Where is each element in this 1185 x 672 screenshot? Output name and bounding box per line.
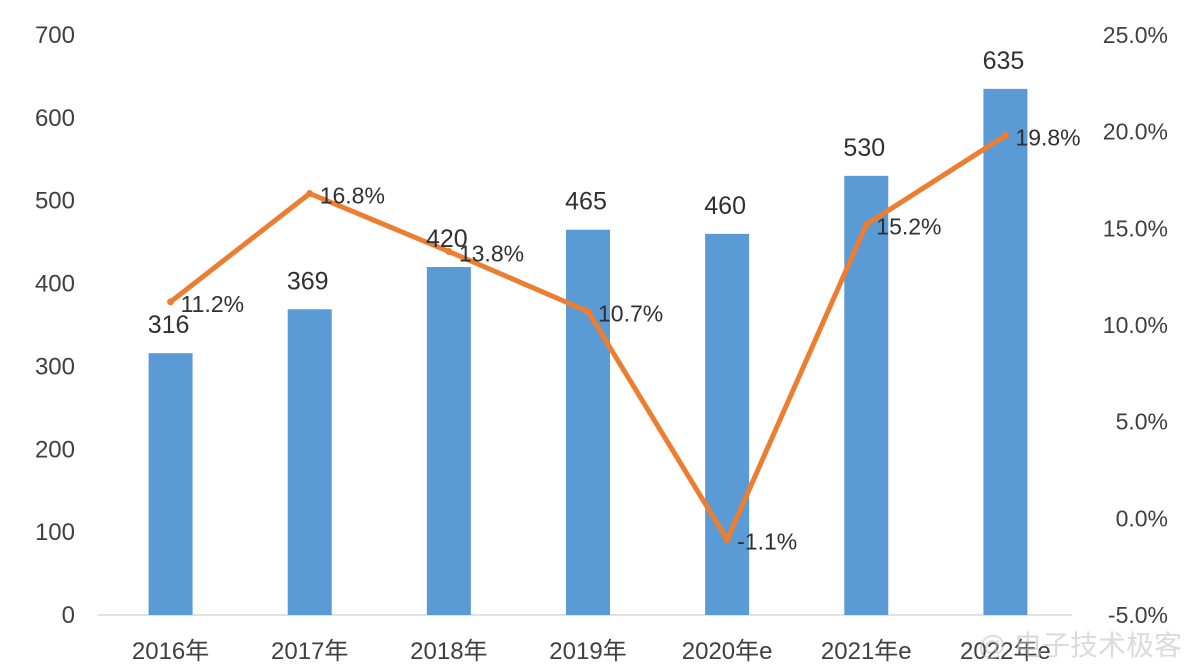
right-tick-label: 15.0% bbox=[1103, 215, 1168, 241]
bar bbox=[983, 88, 1028, 616]
bar-value-label: 465 bbox=[565, 188, 607, 216]
category-label: 2021年e bbox=[821, 638, 912, 665]
category-label: 2017年 bbox=[271, 638, 348, 665]
category-labels: 2016年 2017年 2018年 2019年 2020年e 2021年e 2022年e bbox=[132, 638, 1051, 665]
bar-value-label: 635 bbox=[983, 47, 1025, 75]
left-tick-label: 100 bbox=[35, 519, 75, 546]
bar bbox=[148, 353, 193, 615]
line-value-label: 15.2% bbox=[876, 213, 941, 239]
line-value-label: 10.7% bbox=[598, 300, 663, 326]
right-tick-label: 20.0% bbox=[1103, 119, 1168, 145]
bar bbox=[705, 233, 750, 615]
line-data-labels: 11.2% 16.8% 13.8% 10.7% -1.1% 15.2% 19.8% bbox=[181, 125, 1081, 555]
category-label: 2020年e bbox=[682, 638, 773, 665]
bar-data-labels: 316 369 420 465 460 530 635 bbox=[148, 47, 1025, 339]
left-tick-label: 300 bbox=[35, 353, 75, 380]
line-point bbox=[862, 220, 870, 228]
line-value-label: 16.8% bbox=[320, 183, 385, 209]
right-tick-label: 25.0% bbox=[1103, 22, 1168, 48]
category-label: 2019年 bbox=[549, 638, 626, 665]
line-value-label: 13.8% bbox=[459, 241, 524, 267]
category-label: 2022年e bbox=[960, 638, 1051, 665]
line-value-label: 19.8% bbox=[1015, 125, 1080, 151]
line-point bbox=[306, 190, 314, 198]
line-value-label: 11.2% bbox=[181, 291, 245, 317]
line-point bbox=[723, 536, 731, 544]
right-axis: -5.0% 0.0% 5.0% 10.0% 15.0% 20.0% 25.0% bbox=[1103, 22, 1168, 628]
line-point bbox=[1001, 132, 1009, 140]
left-tick-label: 400 bbox=[35, 271, 75, 298]
left-tick-label: 600 bbox=[35, 105, 75, 132]
right-tick-label: -5.0% bbox=[1108, 602, 1168, 628]
bar-value-label: 530 bbox=[843, 134, 885, 162]
left-axis: 0 100 200 300 400 500 600 700 bbox=[35, 22, 75, 629]
right-tick-label: 0.0% bbox=[1116, 505, 1168, 531]
watermark: @ 电子技术极客 bbox=[978, 630, 1182, 661]
line-point bbox=[584, 307, 592, 315]
line-value-label: -1.1% bbox=[737, 529, 797, 555]
bar-value-label: 316 bbox=[148, 311, 190, 339]
bar bbox=[287, 309, 332, 615]
bar-value-label: 460 bbox=[704, 192, 746, 220]
left-tick-label: 700 bbox=[35, 22, 75, 49]
line-point bbox=[445, 248, 453, 256]
left-tick-label: 0 bbox=[62, 602, 75, 629]
bar bbox=[844, 175, 889, 615]
bar bbox=[426, 267, 471, 615]
right-tick-label: 5.0% bbox=[1116, 409, 1168, 435]
line-series bbox=[167, 132, 1009, 544]
bar-value-label: 369 bbox=[287, 267, 329, 295]
category-label: 2018年 bbox=[410, 638, 487, 665]
left-tick-label: 500 bbox=[35, 188, 75, 215]
line-point bbox=[167, 298, 175, 306]
left-tick-label: 200 bbox=[35, 436, 75, 463]
right-tick-label: 10.0% bbox=[1103, 312, 1168, 338]
bar bbox=[566, 229, 610, 615]
bar-value-label: 420 bbox=[426, 225, 468, 253]
bar-series bbox=[148, 88, 1028, 616]
category-label: 2016年 bbox=[132, 638, 209, 665]
